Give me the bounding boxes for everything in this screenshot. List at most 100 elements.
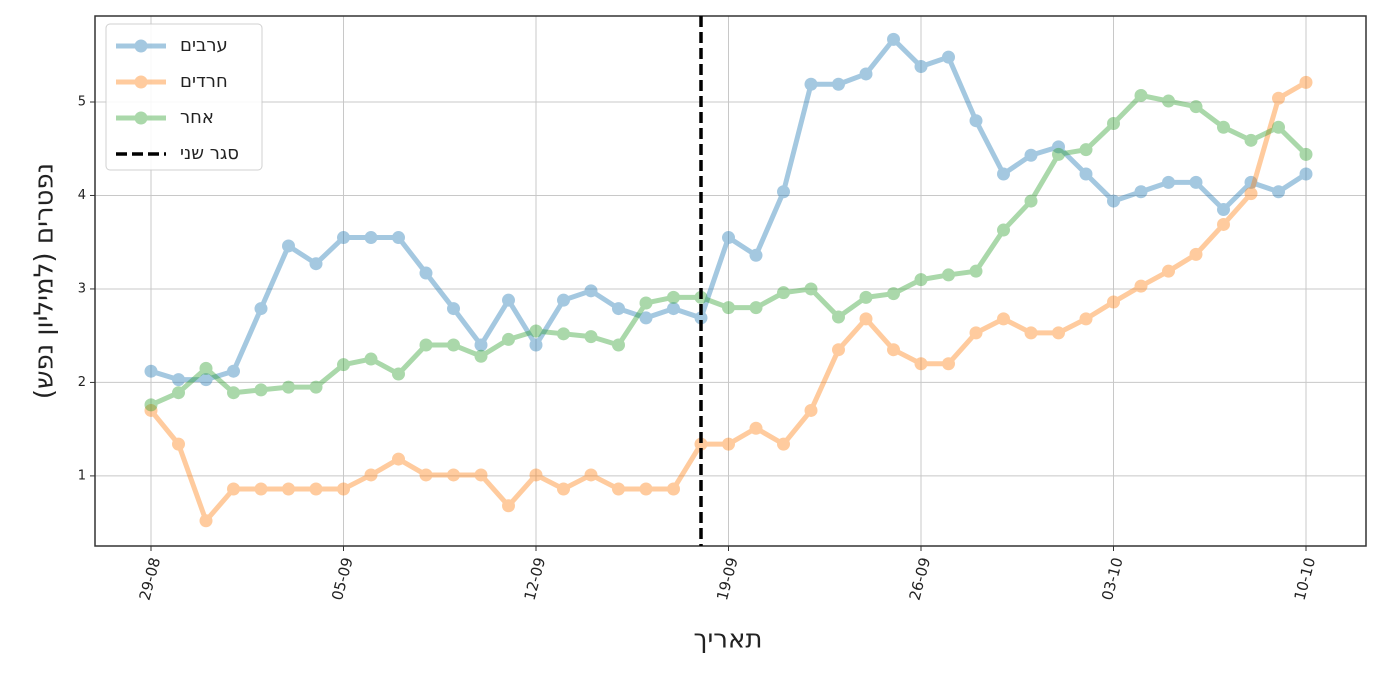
x-tick-label: 29-08	[136, 556, 165, 603]
marker	[199, 361, 213, 375]
marker	[1272, 120, 1285, 134]
marker	[832, 310, 845, 324]
marker	[502, 332, 515, 346]
marker	[172, 373, 185, 387]
marker	[529, 338, 543, 352]
legend-label: ערבים	[180, 35, 228, 56]
legend-marker	[134, 39, 148, 53]
marker	[749, 248, 763, 262]
marker	[364, 352, 378, 366]
y-axis-label: נפטרים (למיליון נפש)	[30, 163, 60, 399]
marker	[1299, 147, 1313, 161]
marker	[1244, 187, 1258, 201]
marker	[144, 403, 158, 417]
marker	[227, 364, 240, 378]
marker	[337, 231, 350, 245]
legend-box	[105, 23, 263, 171]
marker	[447, 338, 460, 352]
marker	[254, 383, 268, 397]
marker	[227, 482, 240, 496]
marker	[639, 311, 653, 325]
marker	[474, 468, 488, 482]
marker	[612, 338, 625, 352]
marker	[667, 290, 680, 304]
legend-label: סגר שני	[180, 143, 239, 164]
marker	[282, 239, 295, 253]
marker	[1107, 116, 1120, 130]
legend: ערבים חרדים אחר סגר שני	[105, 23, 263, 171]
marker	[1134, 279, 1148, 293]
marker	[1134, 185, 1148, 199]
legend-marker	[134, 111, 148, 125]
series-line	[150, 36, 1308, 383]
legend-entry	[116, 39, 166, 53]
marker	[557, 482, 570, 496]
marker	[887, 287, 900, 301]
marker	[309, 380, 323, 394]
x-tick-label: 19-09	[713, 556, 742, 603]
y-tick-label: 1	[78, 468, 86, 483]
marker	[1244, 175, 1258, 189]
marker	[584, 468, 598, 482]
plot-area	[94, 15, 1367, 547]
marker	[1024, 148, 1038, 162]
marker	[667, 302, 680, 316]
marker	[557, 327, 570, 341]
marker	[227, 386, 240, 400]
marker	[612, 482, 625, 496]
marker	[144, 364, 158, 378]
marker	[474, 349, 488, 363]
marker	[502, 499, 515, 513]
marker	[722, 301, 735, 315]
marker	[1079, 312, 1093, 326]
marker	[832, 343, 845, 357]
marker	[1024, 326, 1038, 340]
marker	[1079, 143, 1093, 157]
marker	[254, 302, 268, 316]
marker	[1217, 202, 1230, 216]
x-tick-label: 03-10	[1098, 556, 1127, 603]
marker	[282, 380, 295, 394]
marker	[199, 373, 213, 387]
marker	[1107, 295, 1120, 309]
marker	[1162, 94, 1175, 108]
marker	[749, 301, 763, 315]
marker	[887, 343, 900, 357]
y-tick-label: 2	[78, 375, 86, 390]
series	[144, 32, 1313, 387]
marker	[1052, 326, 1065, 340]
marker	[474, 338, 488, 352]
marker	[694, 437, 708, 451]
marker	[254, 482, 268, 496]
marker	[694, 311, 708, 325]
marker	[419, 338, 433, 352]
y-tick-label: 3	[78, 281, 86, 296]
series-line	[149, 80, 1308, 524]
marker	[832, 77, 845, 91]
marker	[584, 284, 598, 298]
marker	[1299, 75, 1313, 89]
marker	[942, 268, 955, 282]
marker	[447, 302, 460, 316]
marker	[1189, 100, 1203, 114]
marker	[337, 482, 350, 496]
marker	[1189, 175, 1203, 189]
marker	[1189, 247, 1203, 261]
marker	[722, 231, 735, 245]
marker	[1024, 194, 1038, 208]
marker	[1299, 167, 1313, 181]
marker	[639, 482, 653, 496]
marker	[1052, 140, 1065, 154]
x-tick-label: 26-09	[906, 556, 935, 603]
marker	[392, 231, 405, 245]
marker	[1079, 167, 1093, 181]
marker	[942, 357, 955, 371]
marker	[309, 482, 323, 496]
marker	[859, 67, 873, 81]
marker	[667, 482, 680, 496]
legend-entry	[116, 111, 166, 125]
marker	[1217, 217, 1230, 231]
marker	[419, 266, 433, 280]
marker	[997, 167, 1010, 181]
